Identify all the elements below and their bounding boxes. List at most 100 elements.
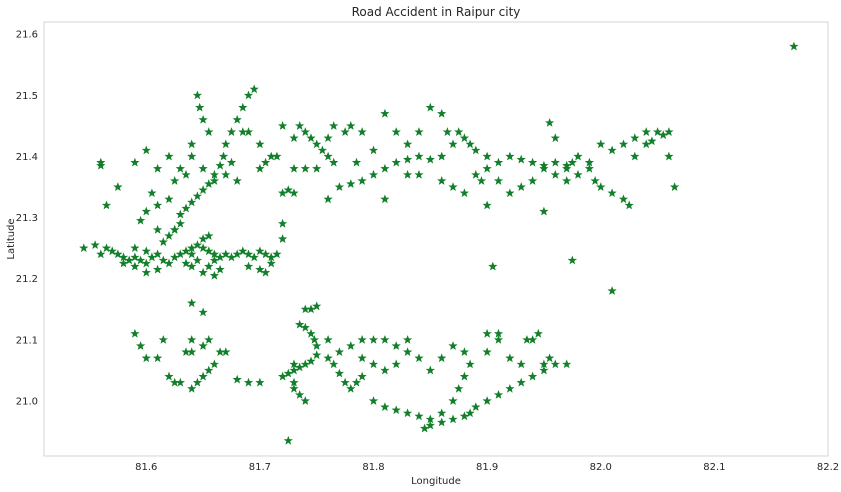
y-tick-label: 21.2 [16,274,38,285]
data-point [294,120,305,130]
data-point [243,127,254,137]
data-point [152,353,163,363]
data-point [277,188,288,198]
data-point [215,252,225,262]
data-point [454,127,464,137]
data-point [437,408,447,418]
y-tick-label: 21.5 [16,91,38,102]
data-point [368,145,379,155]
data-point [215,160,225,170]
data-point [368,359,379,369]
data-point [522,335,532,344]
data-point [96,249,106,259]
data-point [414,353,424,363]
data-point [539,359,549,369]
data-point [277,218,288,228]
data-point [505,353,515,363]
data-point [402,139,413,149]
data-point [198,234,208,243]
data-point [607,145,617,155]
data-point [340,377,350,387]
data-point [294,319,305,329]
data-point [300,163,310,173]
data-point [459,411,470,421]
data-point [618,139,629,149]
data-point [152,200,163,210]
data-point [300,396,310,405]
data-point [130,261,140,271]
data-point [232,249,242,259]
data-point [152,249,163,259]
data-point [550,157,560,167]
data-point [141,258,151,268]
data-point [107,246,117,256]
data-point [482,347,492,356]
data-point [493,157,504,167]
data-point [130,328,140,338]
data-point [175,249,186,259]
data-point [283,185,293,194]
data-point [226,157,237,167]
data-point [493,176,504,185]
data-point [113,182,123,192]
data-point [260,157,271,167]
data-point [272,249,282,259]
data-point [562,359,572,369]
data-point [567,157,578,167]
x-tick-label: 82.2 [817,462,839,473]
data-point [170,176,180,185]
data-point [414,151,424,161]
data-point [425,154,435,164]
data-point [380,335,390,344]
data-point [391,341,401,350]
data-point [380,365,390,375]
data-point [596,139,606,149]
data-point [141,246,151,256]
data-point [402,169,413,179]
data-point [652,127,663,137]
data-point [96,160,106,170]
data-point [516,359,526,369]
data-point [249,252,259,262]
x-tick-label: 82.1 [703,462,725,473]
data-point [312,341,322,350]
data-point [198,267,208,277]
data-point [454,383,464,393]
data-point [527,371,538,381]
data-point [135,255,146,265]
data-point [596,182,606,192]
data-point [533,328,543,338]
data-point [170,252,180,262]
data-point [368,396,379,405]
data-point [664,151,674,161]
data-point [187,151,197,161]
data-point [289,365,299,375]
data-point [192,240,203,249]
data-point [505,188,515,198]
data-point [482,328,492,338]
data-point [669,182,680,192]
data-point [198,243,208,253]
data-point [425,365,435,375]
data-point [260,249,271,259]
data-point [130,243,140,253]
x-tick-label: 82.0 [590,462,612,473]
data-point [255,163,265,173]
data-point [175,377,186,387]
data-point [329,120,339,130]
data-point [789,41,799,51]
data-point [187,383,197,393]
data-point [516,154,526,164]
x-tick-label: 81.7 [249,462,271,473]
data-point [204,261,214,271]
data-point [283,435,293,445]
data-point [175,218,186,228]
data-point [357,175,367,185]
y-tick-label: 21.6 [16,30,38,41]
data-point [195,102,205,112]
data-point [198,307,208,317]
data-point [607,286,617,295]
data-point [527,157,538,167]
data-point [249,84,259,94]
